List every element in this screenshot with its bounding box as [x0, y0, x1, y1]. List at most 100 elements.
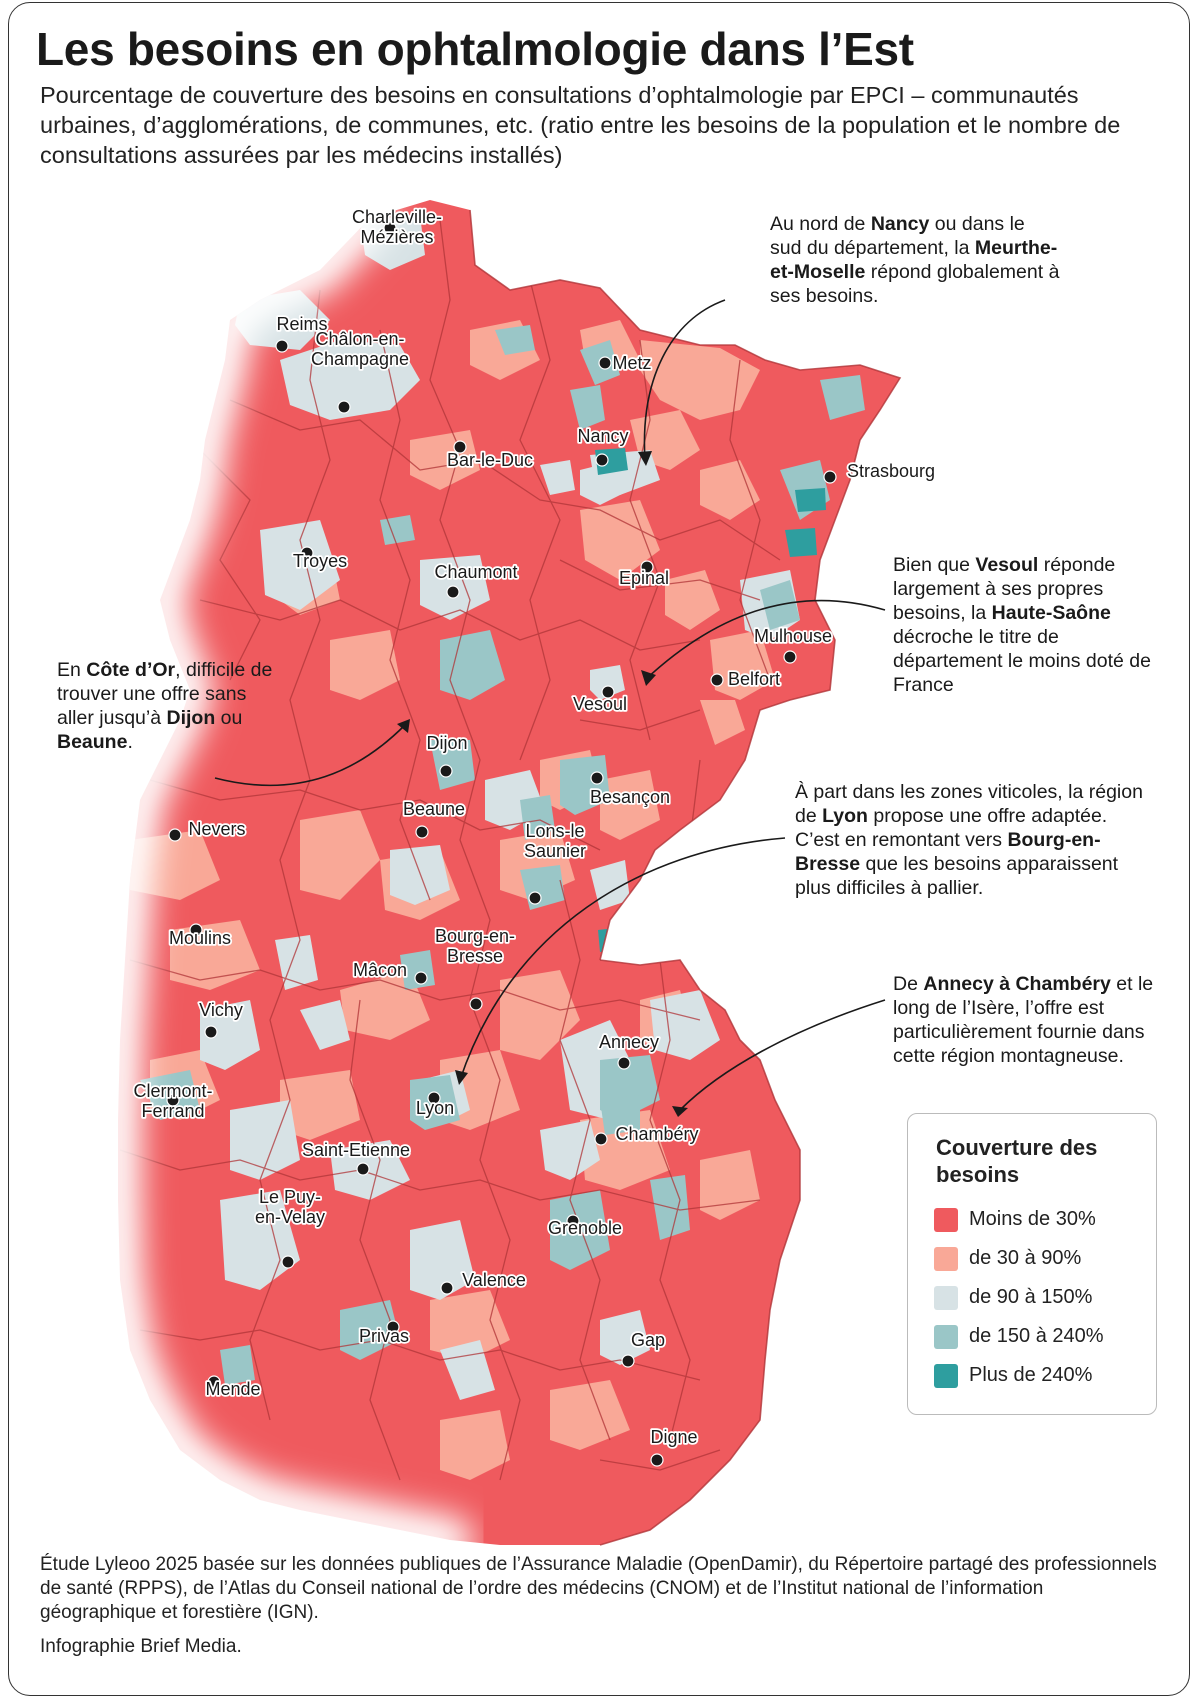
- city-dot-bourg-en-bresse: [469, 997, 483, 1011]
- city-dot-charleville-m-zi-res: [383, 221, 397, 235]
- city-dot-mende: [207, 1375, 221, 1389]
- arrow-cotedor: [214, 724, 406, 787]
- city-dot-beaune: [415, 825, 429, 839]
- city-label-mulhouse: Mulhouse: [754, 626, 832, 646]
- city-dot-moulins: [189, 923, 203, 937]
- city-dot-grenoble: [566, 1214, 580, 1228]
- eastern-border: [469, 209, 902, 961]
- legend-label: de 30 à 90%: [969, 1247, 1082, 1269]
- city-label-epinal: Epinal: [619, 568, 669, 588]
- city-label-gap: Gap: [631, 1330, 665, 1350]
- arrow-annecy: [679, 999, 886, 1111]
- city-dot-chaumont: [446, 585, 460, 599]
- city-dot-privas: [386, 1320, 400, 1334]
- city-dot-ch-lon-en-champagne: [337, 400, 351, 414]
- city-label-saint-etienne: Saint-Etienne: [302, 1140, 410, 1160]
- city-dot-vesoul: [601, 685, 615, 699]
- map-fade-edge: [95, 195, 473, 1563]
- annotation-cotedor: En Côte d’Or, difficile de trouver une o…: [57, 659, 273, 753]
- legend-label: de 90 à 150%: [969, 1286, 1093, 1308]
- city-label-clermont-ferrand: Clermont-Ferrand: [133, 1081, 212, 1121]
- city-label-chamb-ry: Chambéry: [615, 1124, 698, 1144]
- source-note: Étude Lyleoo 2025 basée sur les données …: [40, 1554, 1157, 1623]
- city-dot-epinal: [640, 560, 654, 574]
- annotation-lyon: À part dans les zones viticoles, la régi…: [795, 781, 1143, 899]
- city-label-lons-le-saunier: Lons-le Saunier: [524, 821, 586, 861]
- arrow-heads: [397, 451, 688, 1117]
- legend-swatch: [934, 1247, 958, 1271]
- city-label-reims: Reims: [276, 314, 327, 334]
- city-dot-le-puy-en-velay: [281, 1255, 295, 1269]
- city-dot-besan-on: [590, 771, 604, 785]
- city-dot-troyes: [300, 546, 314, 560]
- city-label-mende: Mende: [205, 1379, 260, 1399]
- city-label-bourg-en-bresse: Bourg-en-Bresse: [435, 926, 515, 966]
- city-label-digne: Digne: [650, 1427, 697, 1447]
- legend-swatch: [934, 1208, 958, 1232]
- city-label-annecy: Annecy: [599, 1032, 659, 1052]
- city-label-grenoble: Grenoble: [548, 1218, 622, 1238]
- arrow-lyon: [459, 837, 786, 1081]
- city-label-troyes: Troyes: [293, 551, 347, 571]
- city-dot-metz: [598, 356, 612, 370]
- city-dot-dijon: [439, 764, 453, 778]
- city-label-moulins: Moulins: [169, 928, 231, 948]
- city-dot-annecy: [617, 1056, 631, 1070]
- city-dot-nancy: [595, 453, 609, 467]
- city-dot-chamb-ry: [594, 1132, 608, 1146]
- city-dot-mulhouse: [783, 650, 797, 664]
- city-dot-strasbourg: [823, 470, 837, 484]
- city-dot-valence: [440, 1281, 454, 1295]
- annotation-vesoul: Bien que Vesoul réponde largement à ses …: [893, 554, 1151, 696]
- city-label-nancy: Nancy: [577, 426, 628, 446]
- city-dot-vichy: [204, 1025, 218, 1039]
- legend-label: Moins de 30%: [969, 1208, 1096, 1230]
- city-label-strasbourg: Strasbourg: [847, 461, 935, 481]
- legend-swatch: [934, 1286, 958, 1310]
- city-label-privas: Privas: [359, 1326, 409, 1346]
- legend-title: Couverture des besoins: [936, 1135, 1098, 1187]
- legend-label: Plus de 240%: [969, 1364, 1093, 1386]
- city-label-le-puy-en-velay: Le Puy-en-Velay: [255, 1187, 325, 1227]
- arrow-nancy: [643, 299, 726, 461]
- page-subtitle: Pourcentage de couverture des besoins en…: [40, 82, 1121, 168]
- city-label-beaune: Beaune: [403, 799, 465, 819]
- region-boundaries: [119, 219, 781, 1481]
- alpine-border: [599, 959, 801, 1546]
- legend-swatch: [934, 1325, 958, 1349]
- city-label-m-con: Mâcon: [353, 960, 407, 980]
- city-dot-saint-etienne: [356, 1162, 370, 1176]
- city-dot-clermont-ferrand: [166, 1093, 180, 1107]
- regions-gt240: [595, 448, 826, 952]
- city-label-vichy: Vichy: [199, 1000, 243, 1020]
- annotation-arrows: [214, 299, 886, 1111]
- city-dot-belfort: [710, 673, 724, 687]
- annotation-annecy: De Annecy à Chambéry et le long de l’Isè…: [893, 973, 1154, 1067]
- legend: Couverture des besoins Moins de 30% de 3…: [907, 1113, 1157, 1415]
- annotation-nancy: Au nord de Nancy ou dans le sud du dépar…: [770, 213, 1060, 307]
- city-label-besan-on: Besançon: [590, 787, 670, 807]
- page-title: Les besoins en ophtalmologie dans l’Est: [36, 23, 914, 75]
- city-dot-bar-le-duc: [453, 440, 467, 454]
- credit-line: Infographie Brief Media.: [40, 1636, 242, 1657]
- city-dot-gap: [621, 1354, 635, 1368]
- city-label-charleville-m-zi-res: Charleville-Mézières: [352, 207, 442, 247]
- legend-label: de 150 à 240%: [969, 1325, 1104, 1347]
- city-label-ch-lon-en-champagne: Châlon-en-Champagne: [311, 329, 409, 369]
- city-label-metz: Metz: [612, 353, 651, 373]
- city-dot-m-con: [414, 971, 428, 985]
- city-dot-digne: [650, 1453, 664, 1467]
- city-label-vesoul: Vesoul: [573, 694, 627, 714]
- city-label-chaumont: Chaumont: [434, 562, 517, 582]
- arrow-vesoul: [644, 599, 886, 681]
- city-dot-lons-le-saunier: [528, 891, 542, 905]
- city-dot-nevers: [168, 828, 182, 842]
- legend-swatch: [934, 1364, 958, 1388]
- city-markers: Charleville-Mézières ReimsChâlon-en-Champ…: [132, 205, 937, 1467]
- city-label-dijon: Dijon: [426, 733, 467, 753]
- city-label-lyon: Lyon: [416, 1098, 454, 1118]
- city-label-nevers: Nevers: [188, 819, 245, 839]
- city-label-bar-le-duc: Bar-le-Duc: [447, 450, 533, 470]
- city-label-belfort: Belfort: [728, 669, 780, 689]
